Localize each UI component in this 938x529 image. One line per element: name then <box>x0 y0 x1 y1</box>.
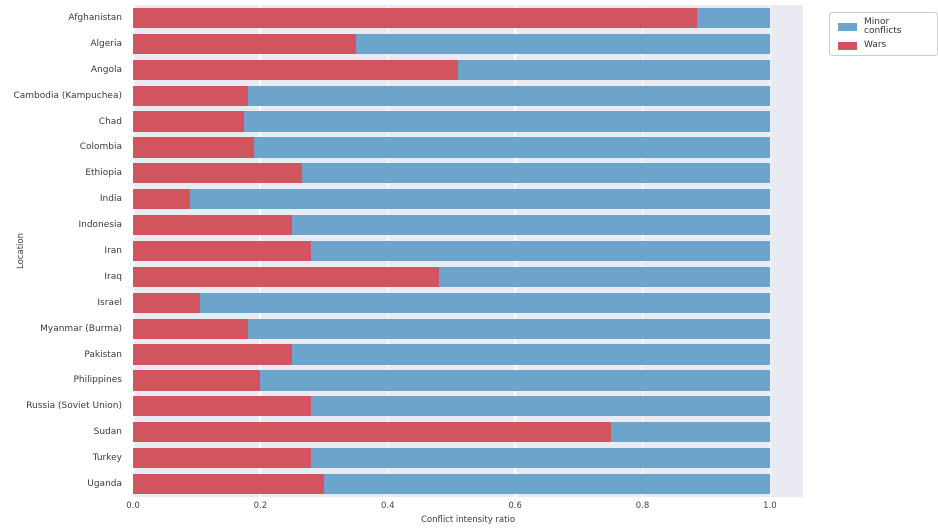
bar-segment-wars <box>133 33 356 54</box>
plot-area <box>132 5 803 497</box>
bar-segment-wars <box>133 422 611 443</box>
bar-segment-minor-conflicts <box>247 318 770 339</box>
y-tick-label: Uganda <box>87 479 122 490</box>
bar-row <box>133 109 803 135</box>
bar-row <box>133 186 803 212</box>
bar-segment-wars <box>133 448 312 469</box>
bar-row <box>133 393 803 419</box>
bar-row <box>133 160 803 186</box>
y-tick-label: Philippines <box>73 375 123 386</box>
x-tick-labels: 0.0 0.2 0.4 0.6 0.8 1.0 <box>126 501 803 513</box>
bar-segment-wars <box>133 370 261 391</box>
bar-row <box>133 238 803 264</box>
bar-segment-minor-conflicts <box>301 163 770 184</box>
bar-row <box>133 83 803 109</box>
legend-label: Minor conflicts <box>864 17 902 36</box>
legend-entry: Minor conflicts <box>838 18 929 36</box>
bar-segment-minor-conflicts <box>610 422 770 443</box>
bar-row <box>133 368 803 394</box>
y-tick-label: Sudan <box>93 427 122 438</box>
bar-segment-wars <box>133 344 293 365</box>
legend-swatch-wars <box>838 41 857 50</box>
bar-segment-wars <box>133 85 248 106</box>
legend-swatch-minor-conflicts <box>838 23 857 31</box>
bar-row <box>133 212 803 238</box>
y-tick-labels: Afghanistan Algeria Angola Cambodia (Kampuc… <box>0 5 128 497</box>
x-axis-label: Conflict intensity ratio <box>420 515 516 525</box>
bar-segment-minor-conflicts <box>324 473 770 495</box>
bar-segment-wars <box>133 7 697 29</box>
y-tick-label: Cambodia (Kampuchea) <box>13 90 122 101</box>
bar-segment-minor-conflicts <box>292 215 770 236</box>
y-tick-label: Iran <box>104 245 122 256</box>
y-tick-label: Afghanistan <box>68 12 122 23</box>
bar-segment-minor-conflicts <box>190 189 770 210</box>
bar-segment-wars <box>133 240 312 262</box>
x-tick-label: 0.0 <box>126 501 140 511</box>
bar-row <box>133 471 803 497</box>
y-tick-label: Colombia <box>79 142 122 153</box>
y-tick-label: Chad <box>98 116 122 127</box>
bar-segment-wars <box>133 292 200 313</box>
bar-row <box>133 5 803 31</box>
legend-entry: Wars <box>838 41 929 50</box>
bar-segment-minor-conflicts <box>438 266 770 287</box>
bar-segment-wars <box>133 215 293 236</box>
bar-segment-wars <box>133 396 312 417</box>
y-tick-label: Pakistan <box>84 349 122 360</box>
legend-label: Wars <box>864 40 887 50</box>
y-tick-label: Angola <box>90 64 122 75</box>
bar-row <box>133 316 803 342</box>
y-tick-label: India <box>99 194 122 205</box>
bar-segment-minor-conflicts <box>457 59 770 80</box>
bar-segment-minor-conflicts <box>260 370 770 391</box>
bar-row <box>133 134 803 160</box>
x-tick-label: 0.6 <box>508 501 522 511</box>
gridline <box>769 5 771 497</box>
x-tick-label: 0.2 <box>253 501 268 511</box>
bar-row <box>133 342 803 368</box>
bar-segment-minor-conflicts <box>355 33 770 54</box>
bar-segment-minor-conflicts <box>696 7 770 29</box>
x-tick-label: 0.8 <box>635 501 650 511</box>
bar-row <box>133 57 803 83</box>
y-tick-label: Russia (Soviet Union) <box>26 401 122 412</box>
bar-row <box>133 419 803 445</box>
bar-segment-wars <box>133 163 302 184</box>
bar-segment-wars <box>133 318 248 339</box>
bar-segment-wars <box>133 189 191 210</box>
bar-segment-minor-conflicts <box>292 344 770 365</box>
bar-segment-minor-conflicts <box>244 111 770 132</box>
y-tick-label: Turkey <box>92 453 122 464</box>
y-tick-label: Israel <box>97 297 122 308</box>
bar-row <box>133 31 803 57</box>
bar-row <box>133 290 803 316</box>
bar-segment-minor-conflicts <box>311 396 770 417</box>
bar-segment-wars <box>133 473 325 495</box>
y-tick-label: Iraq <box>104 271 122 282</box>
bar-segment-minor-conflicts <box>311 240 770 262</box>
bar-segment-minor-conflicts <box>311 448 770 469</box>
y-tick-label: Myanmar (Burma) <box>40 323 122 334</box>
bar-segment-wars <box>133 111 245 132</box>
bar-segment-wars <box>133 137 254 158</box>
y-tick-label: Ethiopia <box>85 168 122 179</box>
bar-segment-minor-conflicts <box>254 137 770 158</box>
bar-row <box>133 445 803 471</box>
x-tick-label: 0.4 <box>380 501 395 511</box>
y-tick-label: Algeria <box>90 38 122 49</box>
bar-row <box>133 264 803 290</box>
legend: Minor conflicts Wars <box>829 12 938 56</box>
bar-segment-minor-conflicts <box>199 292 770 313</box>
bar-segment-wars <box>133 266 439 287</box>
y-tick-label: Indonesia <box>78 220 122 231</box>
bar-segment-wars <box>133 59 458 80</box>
x-tick-label: 1.0 <box>763 501 777 511</box>
bar-segment-minor-conflicts <box>247 85 770 106</box>
